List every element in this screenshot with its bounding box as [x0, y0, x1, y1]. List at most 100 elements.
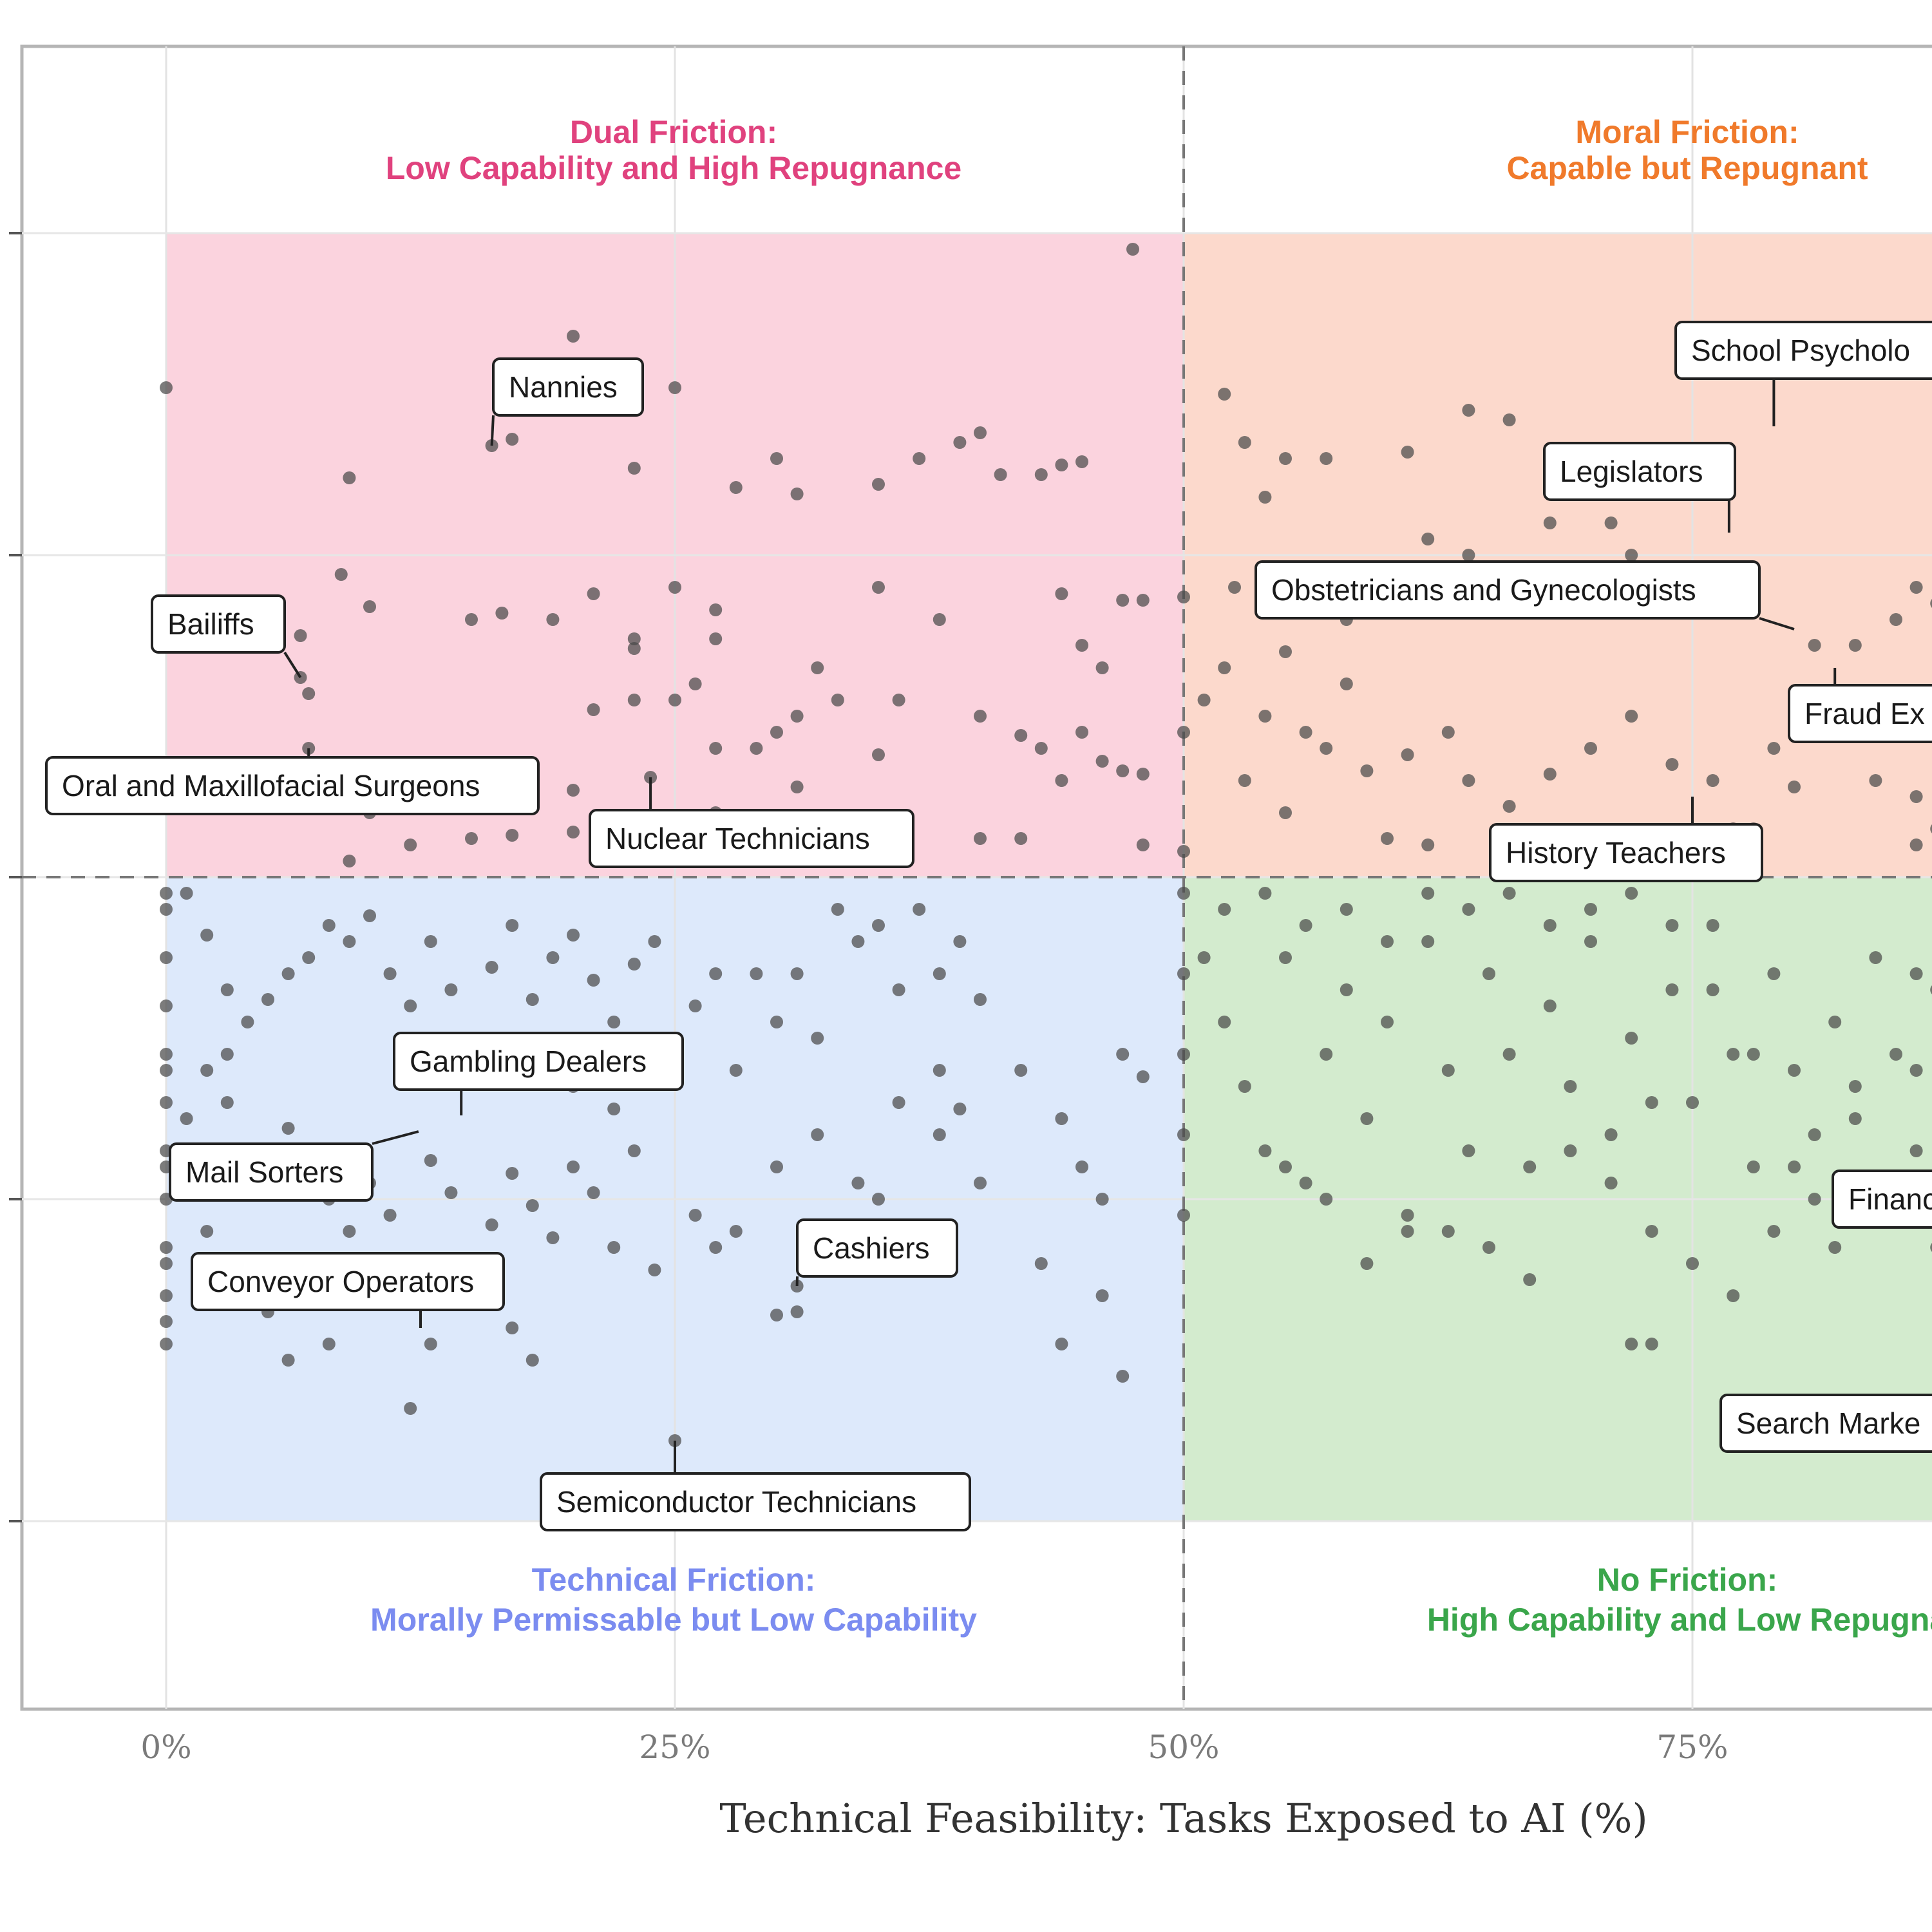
- data-point: [1034, 742, 1048, 755]
- data-point: [160, 1315, 173, 1328]
- dual-friction-title: Dual Friction:: [570, 114, 777, 150]
- data-point: [627, 694, 641, 706]
- data-point: [302, 687, 316, 700]
- data-point: [506, 1167, 519, 1180]
- data-point: [790, 781, 804, 793]
- data-point: [1788, 781, 1801, 793]
- data-point: [1014, 1064, 1028, 1077]
- data-point: [811, 661, 824, 674]
- data-point: [1055, 587, 1068, 600]
- data-point: [1604, 1177, 1618, 1189]
- data-point: [1645, 1338, 1658, 1350]
- data-point: [1360, 1112, 1374, 1125]
- data-point: [1828, 1241, 1842, 1254]
- data-point: [1177, 591, 1190, 603]
- data-point: [1401, 1225, 1414, 1238]
- data-point: [526, 993, 539, 1006]
- annotation-box: [589, 809, 914, 868]
- data-point: [607, 1016, 621, 1028]
- data-point: [627, 958, 641, 971]
- data-point: [1421, 838, 1435, 851]
- data-point: [1441, 1064, 1455, 1077]
- data-point: [495, 607, 509, 620]
- annotation-bailiffs: Bailiffs: [151, 594, 302, 679]
- data-point: [404, 999, 417, 1012]
- annotation-search-marke: Search Marke: [1719, 1394, 1932, 1453]
- data-point: [892, 983, 905, 996]
- data-point: [709, 742, 723, 755]
- data-point: [200, 1225, 214, 1238]
- data-point: [160, 951, 173, 964]
- data-point: [872, 1193, 885, 1206]
- data-point: [160, 1096, 173, 1109]
- y-axis-ticks: [9, 232, 22, 1522]
- data-point: [1604, 516, 1618, 529]
- annotation-text: Semiconductor Technicians: [556, 1485, 916, 1519]
- data-point: [1320, 742, 1333, 755]
- data-point: [790, 1305, 804, 1318]
- data-point: [729, 481, 743, 494]
- data-point: [1197, 951, 1211, 964]
- data-point: [872, 478, 885, 491]
- data-point: [1930, 599, 1932, 608]
- data-point: [404, 838, 417, 851]
- data-point: [913, 452, 926, 465]
- data-point: [485, 961, 498, 974]
- annotation-semiconductor-technicians: Semiconductor Technicians: [540, 1441, 971, 1531]
- data-point: [1238, 436, 1251, 449]
- data-point: [953, 935, 967, 948]
- data-point: [546, 1231, 560, 1244]
- data-point: [1279, 1160, 1292, 1173]
- data-point: [485, 1218, 498, 1231]
- data-point: [567, 784, 580, 797]
- data-point: [1848, 1112, 1862, 1125]
- data-point: [1340, 983, 1353, 996]
- data-point: [404, 1402, 417, 1415]
- x-axis-tick-labels: 0% 25% 50% 75%: [140, 1728, 1728, 1766]
- data-point: [1279, 452, 1292, 465]
- data-point: [1909, 1144, 1923, 1157]
- data-point: [424, 1154, 437, 1167]
- data-point: [688, 1209, 702, 1222]
- data-point: [913, 903, 926, 916]
- data-point: [668, 381, 681, 394]
- data-point: [1889, 613, 1902, 626]
- data-point: [1075, 1160, 1088, 1173]
- x-axis-title: Technical Feasibility: Tasks Exposed to …: [719, 1795, 1647, 1842]
- data-point: [1055, 1338, 1068, 1350]
- data-point: [526, 1354, 539, 1367]
- annotation-text: School Psycholo: [1691, 334, 1910, 367]
- data-point: [1462, 1144, 1475, 1157]
- data-point: [709, 632, 723, 645]
- data-point: [1767, 967, 1781, 980]
- data-point: [160, 999, 173, 1012]
- data-point: [1604, 1128, 1618, 1141]
- data-point: [1381, 832, 1394, 845]
- data-point: [1421, 935, 1435, 948]
- data-point: [465, 832, 478, 845]
- data-point: [343, 935, 356, 948]
- data-point: [281, 1354, 295, 1367]
- data-point: [953, 436, 967, 449]
- data-point: [872, 581, 885, 594]
- data-point: [281, 1122, 295, 1135]
- data-point: [587, 974, 600, 987]
- annotation-leader: [490, 415, 495, 446]
- data-point: [506, 919, 519, 932]
- annotation-text: Nuclear Technicians: [605, 822, 870, 855]
- data-point: [160, 381, 173, 394]
- annotation-leader: [283, 651, 302, 679]
- data-point: [1625, 1032, 1638, 1045]
- data-point: [1238, 774, 1251, 787]
- data-point: [1401, 446, 1414, 459]
- data-point: [729, 1064, 743, 1077]
- annotation-box: [1832, 1170, 1932, 1229]
- data-point: [770, 1016, 783, 1028]
- data-point: [587, 587, 600, 600]
- annotation-text: Mail Sorters: [185, 1155, 343, 1189]
- data-point: [444, 983, 458, 996]
- data-point: [607, 1103, 621, 1115]
- data-point: [1665, 983, 1679, 996]
- data-point: [1441, 726, 1455, 739]
- data-point: [160, 1048, 173, 1061]
